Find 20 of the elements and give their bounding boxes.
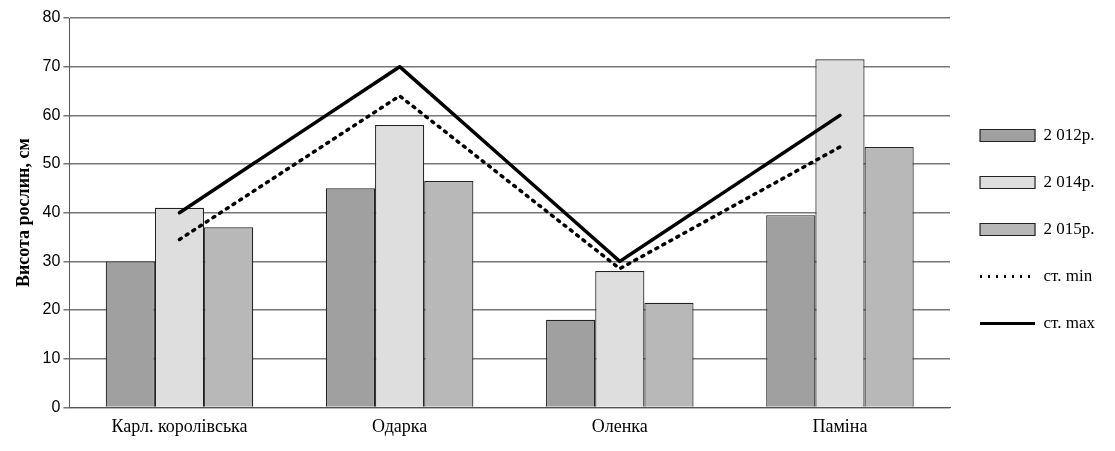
- line-series: [177, 94, 842, 271]
- legend-label: 2 012р.: [1043, 124, 1095, 144]
- y-tick-label: 70: [42, 57, 61, 75]
- y-tick-label: 60: [42, 105, 61, 123]
- y-tick-label: 30: [42, 251, 61, 269]
- y-tick-label: 80: [42, 8, 61, 26]
- y-tick-label: 40: [42, 203, 61, 221]
- y-tick-label: 10: [42, 349, 61, 367]
- y-axis-title: Висота рослин, см: [13, 138, 34, 288]
- legend-label: ст. max: [1043, 312, 1096, 332]
- legend-label: 2 015р.: [1043, 218, 1095, 238]
- y-tick-label: 50: [42, 154, 61, 172]
- y-tick-label: 20: [42, 300, 61, 318]
- x-tick-label: Карл. королівська: [111, 415, 248, 436]
- y-tick-label: 0: [51, 397, 61, 415]
- x-tick-label: Паміна: [812, 415, 868, 436]
- x-tick-label: Одарка: [371, 415, 428, 436]
- legend-label: 2 014р.: [1043, 171, 1095, 191]
- legend-label: ст. min: [1043, 265, 1093, 285]
- x-tick-label: Оленка: [591, 415, 648, 436]
